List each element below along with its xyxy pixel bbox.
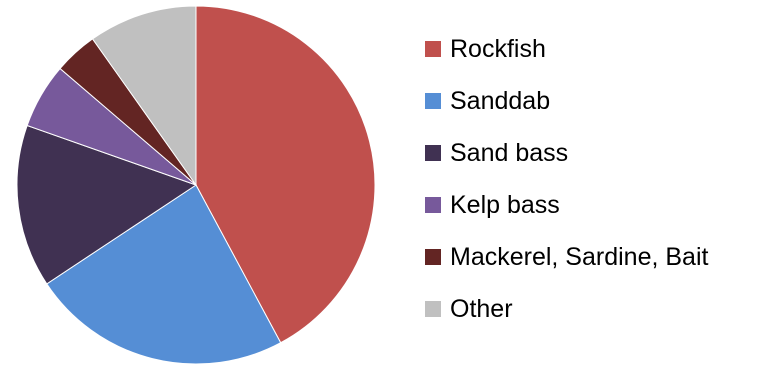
legend-item-rockfish: Rockfish bbox=[425, 23, 755, 75]
pie-slice-sand-bass bbox=[16, 124, 198, 285]
legend-item-sand-bass: Sand bass bbox=[425, 127, 755, 179]
legend: Rockfish Sanddab Sand bass Kelp bass Mac… bbox=[425, 23, 755, 335]
legend-label: Rockfish bbox=[450, 34, 546, 63]
legend-item-other: Other bbox=[425, 283, 755, 335]
pie-slice-sanddab bbox=[46, 184, 282, 365]
legend-label: Mackerel, Sardine, Bait bbox=[450, 242, 709, 271]
legend-label: Sanddab bbox=[450, 86, 551, 115]
legend-swatch bbox=[425, 301, 441, 317]
legend-item-mackerel-sardine-bait: Mackerel, Sardine, Bait bbox=[425, 231, 755, 283]
legend-swatch bbox=[425, 41, 441, 57]
legend-swatch bbox=[425, 93, 441, 109]
pie-slice-rockfish bbox=[195, 5, 376, 344]
legend-item-kelp-bass: Kelp bass bbox=[425, 179, 755, 231]
pie-slice-other bbox=[91, 5, 197, 187]
legend-swatch bbox=[425, 197, 441, 213]
legend-swatch bbox=[425, 145, 441, 161]
pie-plot-area bbox=[16, 5, 376, 365]
legend-label: Kelp bass bbox=[450, 190, 560, 219]
legend-item-sanddab: Sanddab bbox=[425, 75, 755, 127]
legend-label: Other bbox=[450, 294, 513, 323]
legend-label: Sand bass bbox=[450, 138, 569, 167]
legend-swatch bbox=[425, 249, 441, 265]
